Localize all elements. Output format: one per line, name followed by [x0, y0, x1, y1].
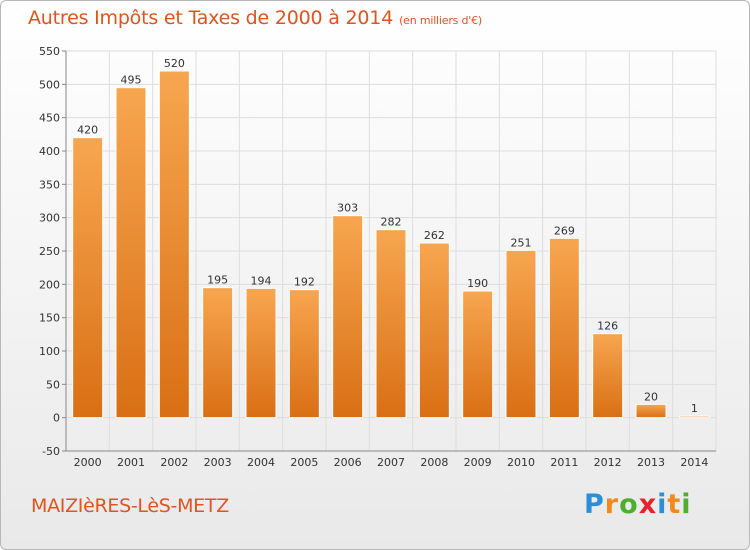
- y-tick-label: 250: [39, 245, 60, 258]
- y-tick-label: 0: [53, 412, 60, 425]
- data-label: 195: [207, 274, 228, 287]
- brand-letter: i: [657, 489, 668, 520]
- x-tick-label: 2000: [74, 456, 102, 469]
- x-tick-label: 2011: [550, 456, 578, 469]
- x-tick-label: 2006: [334, 456, 362, 469]
- x-tick-label: 2005: [290, 456, 318, 469]
- y-tick-label: 200: [39, 278, 60, 291]
- data-label: 269: [554, 224, 575, 237]
- bar-2011: [548, 237, 580, 419]
- bar-2000: [72, 137, 104, 419]
- x-tick-label: 2007: [377, 456, 405, 469]
- data-label: 303: [337, 202, 358, 215]
- y-tick-label: 450: [39, 112, 60, 125]
- bar-2004: [245, 287, 277, 419]
- bar-2012: [592, 333, 624, 419]
- y-tick-label: 50: [46, 378, 60, 391]
- bar-2001: [115, 87, 147, 419]
- bar-2003: [202, 287, 234, 419]
- x-tick-label: 2004: [247, 456, 275, 469]
- chart-title-text: Autres Impôts et Taxes de 2000 à 2014: [28, 7, 394, 29]
- x-tick-label: 2014: [680, 456, 708, 469]
- y-tick-label: 100: [39, 345, 60, 358]
- brand-letter: o: [619, 489, 639, 520]
- chart-subtitle: (en milliers d'€): [399, 14, 482, 27]
- data-label: 420: [77, 124, 98, 137]
- brand-letter: P: [584, 489, 605, 520]
- y-tick-label: 400: [39, 145, 60, 158]
- bar-2013: [635, 403, 667, 419]
- bar-2007: [375, 229, 407, 419]
- x-tick-label: 2001: [117, 456, 145, 469]
- bar-2005: [288, 289, 320, 419]
- data-label: 262: [424, 229, 445, 242]
- town-name: MAIZIèRES-LèS-METZ: [31, 495, 229, 517]
- brand-letter: r: [604, 489, 620, 520]
- brand-letter: x: [638, 489, 658, 520]
- brand-letter: i: [681, 489, 692, 520]
- y-tick-label: 550: [39, 45, 60, 58]
- chart-title: Autres Impôts et Taxes de 2000 à 2014 (en…: [28, 7, 482, 29]
- x-tick-label: 2010: [507, 456, 535, 469]
- brand-logo: Proxiti: [584, 489, 692, 520]
- x-tick-label: 2012: [594, 456, 622, 469]
- data-label: 282: [381, 216, 402, 229]
- x-tick-label: 2013: [637, 456, 665, 469]
- bar-2014: [678, 415, 710, 419]
- data-label: 251: [511, 236, 532, 249]
- data-label: 126: [597, 320, 618, 333]
- data-label: 20: [644, 390, 658, 403]
- labels: -50 0 50 100 150 200 250 300 350 400 450 500 550 420 2…: [39, 45, 708, 469]
- axes: [62, 50, 716, 452]
- bar-2002: [158, 70, 190, 419]
- x-tick-label: 2009: [464, 456, 492, 469]
- data-label: 192: [294, 276, 315, 289]
- bar-2008: [418, 242, 450, 419]
- bar-2006: [332, 215, 364, 419]
- y-tick-label: 500: [39, 78, 60, 91]
- data-label: 194: [251, 274, 272, 287]
- bar-2009: [462, 290, 494, 419]
- brand-letter: t: [667, 489, 682, 520]
- bar-2010: [505, 249, 537, 419]
- y-tick-label: -50: [42, 445, 60, 458]
- bars: [72, 70, 710, 419]
- data-label: 495: [121, 74, 142, 87]
- y-tick-label: 300: [39, 212, 60, 225]
- y-tick-label: 350: [39, 178, 60, 191]
- data-label: 190: [467, 277, 488, 290]
- x-tick-label: 2003: [204, 456, 232, 469]
- x-tick-label: 2002: [160, 456, 188, 469]
- data-label: 520: [164, 57, 185, 70]
- x-tick-label: 2008: [420, 456, 448, 469]
- data-label: 1: [691, 402, 698, 415]
- y-tick-label: 150: [39, 312, 60, 325]
